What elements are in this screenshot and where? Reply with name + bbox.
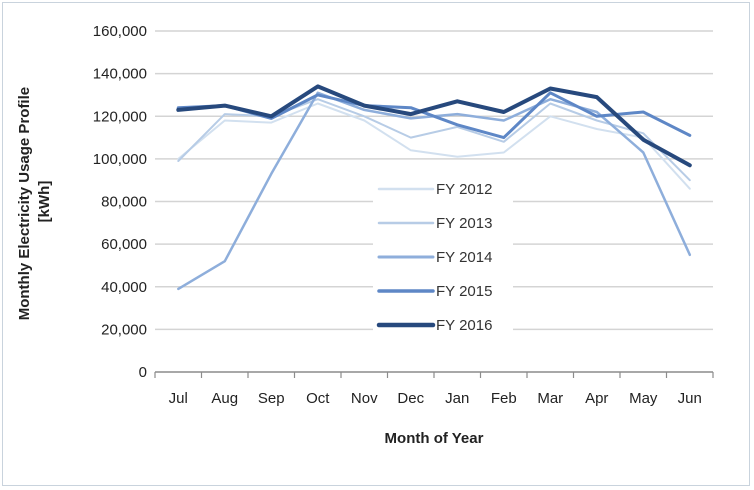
- y-axis-title: Monthly Electricity Usage Profile [kWh]: [16, 83, 53, 321]
- y-tick-label: 60,000: [101, 236, 147, 253]
- x-tick-label: Apr: [585, 390, 608, 407]
- y-tick-label: 0: [139, 364, 147, 381]
- x-tick-label: Jan: [445, 390, 469, 407]
- legend-label: FY 2016: [436, 317, 492, 334]
- x-tick-label: Jul: [169, 390, 188, 407]
- y-tick-label: 160,000: [93, 23, 147, 40]
- series-line-fy-2015: [176, 91, 692, 140]
- y-tick-label: 100,000: [93, 151, 147, 168]
- legend-label: FY 2012: [436, 181, 492, 198]
- x-tick-label: May: [629, 390, 658, 407]
- legend-label: FY 2015: [436, 283, 492, 300]
- x-axis-title: Month of Year: [385, 430, 484, 447]
- y-tick-label: 20,000: [101, 321, 147, 338]
- x-tick-label: Mar: [537, 390, 563, 407]
- series-lines: [176, 84, 692, 291]
- x-tick-label: Sep: [258, 390, 285, 407]
- y-tick-label: 120,000: [93, 108, 147, 125]
- x-tick-label: Jun: [678, 390, 702, 407]
- legend-background: [373, 173, 513, 349]
- x-tick-label: Oct: [306, 390, 330, 407]
- y-tick-label: 40,000: [101, 279, 147, 296]
- x-tick-label: Nov: [351, 390, 378, 407]
- y-axis-title-line-2: [kWh]: [36, 181, 53, 223]
- legend: FY 2012 FY 2013 FY 2014 FY 2015 FY 2016: [373, 173, 513, 349]
- x-tick-label: Feb: [491, 390, 517, 407]
- legend-label: FY 2013: [436, 215, 492, 232]
- y-axis-title-line-1: Monthly Electricity Usage Profile: [16, 87, 33, 320]
- series-line-fy-2016: [176, 84, 692, 168]
- x-tick-label: Aug: [211, 390, 238, 407]
- line-chart: 0 20,000 40,000 60,000 80,000 100,000 120,000 1…: [16, 23, 714, 447]
- series-line-fy-2012: [177, 102, 691, 190]
- y-axis-ticks: 0 20,000 40,000 60,000 80,000 100,000 120,000 1…: [93, 23, 147, 381]
- x-tick-label: Dec: [397, 390, 424, 407]
- y-tick-label: 80,000: [101, 194, 147, 211]
- x-axis: Jul Aug Sep Oct Nov Dec Jan Feb Mar Apr May Jun: [154, 371, 714, 407]
- legend-label: FY 2014: [436, 249, 492, 266]
- y-tick-label: 140,000: [93, 66, 147, 83]
- chart-frame: 0 20,000 40,000 60,000 80,000 100,000 120,000 1…: [2, 2, 750, 486]
